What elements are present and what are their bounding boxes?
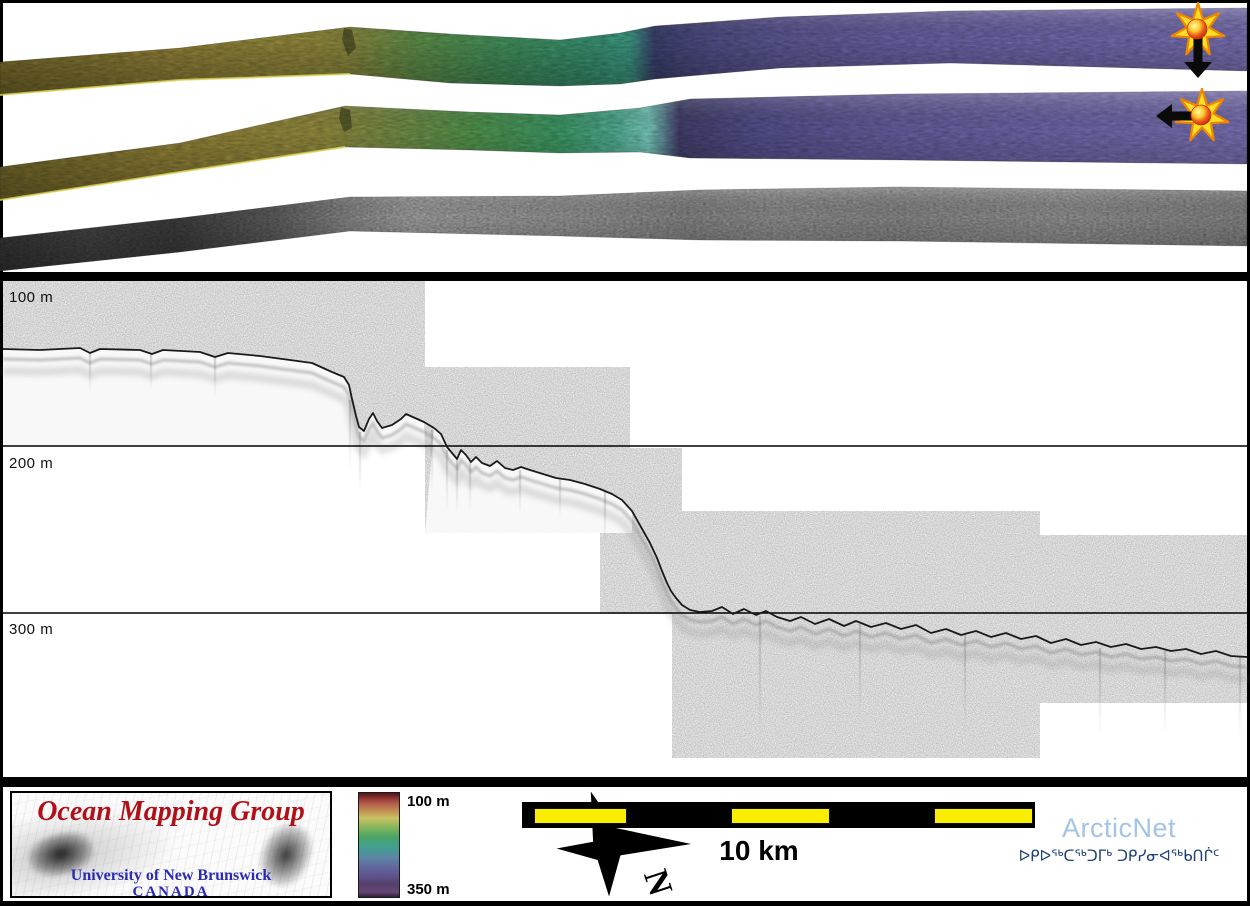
scatter-curtain — [430, 430, 434, 492]
relief-shading — [0, 8, 1247, 95]
sun-illumination-down-icon — [1170, 1, 1226, 78]
subbottom-profile-panel: 100 m 200 m 300 m — [0, 277, 1250, 783]
arrow-shaft — [1193, 34, 1203, 64]
depth-colorbar — [358, 792, 400, 898]
seafloor-trace — [2, 347, 1248, 658]
north-arrow-icon: N — [556, 791, 692, 900]
scatter-curtain — [1238, 656, 1242, 736]
scatter-curtain — [963, 634, 967, 734]
bathymetry-sidescan-panel — [0, 0, 1250, 277]
arrow-shaft — [1170, 111, 1200, 121]
compass-star — [556, 791, 692, 897]
colorbar-top-label: 100 m — [407, 793, 450, 810]
ocean-mapping-group-logo: Ocean Mapping Group University of New Br… — [10, 791, 332, 898]
profile-canvas — [2, 281, 1248, 777]
depth-label-200m: 200 m — [9, 455, 54, 472]
sunlit-edge-highlight — [0, 73, 351, 96]
depth-label-100m: 100 m — [9, 289, 54, 306]
scatter-curtain — [1163, 650, 1167, 735]
scatter-curtain — [455, 460, 459, 515]
strips-canvas — [0, 1, 1248, 272]
arcticnet-name: ArcticNet — [1061, 813, 1177, 843]
depth-label-300m: 300 m — [9, 621, 54, 638]
omg-title: Ocean Mapping Group — [37, 796, 305, 827]
colorbar-bottom-label: 350 m — [407, 881, 450, 898]
scale-bar-label: 10 km — [719, 835, 799, 866]
scatter-curtain — [149, 354, 153, 390]
scatter-curtain — [348, 400, 352, 470]
scale-bar — [522, 802, 1035, 828]
scatter-curtain — [558, 478, 562, 518]
sun-core — [1190, 104, 1212, 126]
scatter-curtain — [88, 353, 92, 393]
scale-bar-segment — [934, 808, 1033, 824]
relief-shading — [0, 91, 1247, 200]
scatter-curtain — [858, 624, 862, 724]
scale-bar-segment — [534, 808, 627, 824]
sun-core — [1186, 18, 1208, 40]
scale-bar-segment — [731, 808, 830, 824]
legend-panel: Ocean Mapping Group University of New Br… — [0, 783, 1250, 906]
scatter-curtain — [1098, 648, 1102, 738]
slope-break-shadow — [339, 107, 352, 132]
sunlit-edge-highlight — [0, 146, 346, 201]
compass-north-label: N — [636, 865, 679, 900]
scatter-curtain — [445, 450, 449, 510]
logo-texture-stripes — [12, 793, 330, 896]
omg-university: University of New Brunswick — [70, 867, 272, 884]
scatter-curtain — [518, 470, 522, 515]
scatter-curtain — [213, 357, 217, 397]
arrow-head-left — [1156, 104, 1172, 128]
scatter-curtain — [468, 462, 472, 510]
arcticnet-logo: ArcticNet ᐅᑭᐅᖅᑕᖅᑐᒥᒃ ᑐᑭᓯᓂᐊᖅᑲᑎᒌᑦ — [988, 813, 1250, 865]
scatter-curtain — [758, 616, 762, 736]
relief-shading — [0, 187, 1247, 271]
omg-country: CANADA — [132, 884, 210, 898]
sun-illumination-left-icon — [1156, 87, 1230, 142]
scatter-curtain — [603, 492, 607, 544]
arrow-head-down — [1184, 62, 1212, 78]
legend-background: Ocean Mapping Group University of New Br… — [3, 787, 1247, 901]
slope-break-shadow — [342, 28, 356, 56]
arcticnet-inuktitut: ᐅᑭᐅᖅᑕᖅᑐᒥᒃ ᑐᑭᓯᓂᐊᖅᑲᑎᒌᑦ — [1018, 847, 1220, 865]
subsurface-echo — [2, 365, 1248, 683]
scatter-curtain — [358, 432, 362, 492]
